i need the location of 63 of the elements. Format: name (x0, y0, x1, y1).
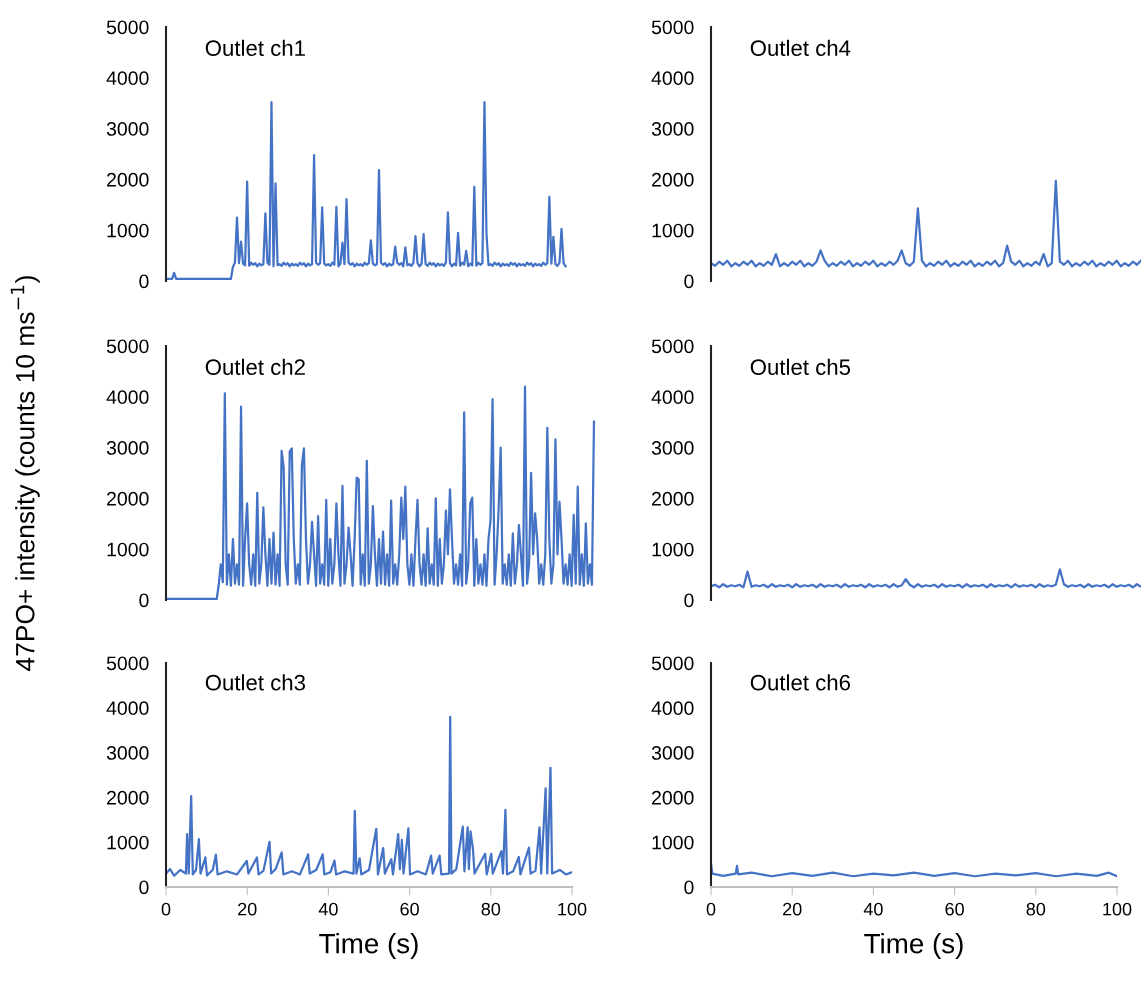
y-tick-label: 2000 (652, 172, 694, 187)
chart-title: Outlet ch6 (750, 674, 851, 691)
x-tick-label: 100 (558, 902, 587, 916)
y-tick-label: 4000 (651, 701, 694, 716)
y-tick-label: 0 (684, 274, 694, 289)
x-tick-label: 80 (481, 902, 501, 916)
y-tick-label: 3000 (106, 441, 149, 455)
y-tick-label: 3000 (651, 441, 694, 455)
x-axis-title: Time (s) (319, 933, 418, 959)
y-tick-label: 4000 (106, 390, 149, 405)
y-tick-label: 4000 (651, 390, 694, 405)
y-tick-label: 1000 (107, 835, 149, 850)
line-series (711, 568, 1141, 589)
chart-title: Outlet ch1 (205, 39, 305, 57)
y-tick-label: 1000 (652, 835, 694, 850)
chart-title: Outlet ch2 (205, 358, 305, 376)
y-tick-label: 5000 (106, 656, 149, 671)
y-tick-label: 3000 (106, 122, 149, 136)
chart-title: Outlet ch5 (750, 358, 851, 376)
y-tick-label: 1000 (107, 542, 149, 557)
chart-title: Outlet ch4 (750, 39, 851, 57)
y-tick-label: 1000 (652, 223, 694, 238)
y-tick-label: 1000 (107, 223, 149, 238)
y-tick-label: 5000 (651, 20, 694, 35)
x-tick-label: 60 (400, 902, 419, 916)
x-tick-label: 0 (706, 902, 716, 916)
y-tick-label: 3000 (106, 746, 149, 760)
x-tick-label: 20 (783, 902, 802, 916)
y-tick-label: 0 (684, 593, 694, 608)
y-tick-label: 5000 (106, 339, 149, 354)
chart-title: Outlet ch3 (205, 674, 306, 691)
y-tick-label: 2000 (107, 790, 149, 805)
x-tick-label: 0 (161, 902, 171, 916)
y-tick-label: 5000 (651, 656, 694, 671)
x-axis-title: Time (s) (864, 933, 963, 959)
x-tick-label: 80 (1026, 902, 1046, 916)
line-series (166, 101, 567, 281)
y-tick-label: 5000 (651, 339, 694, 354)
x-tick-label: 100 (1103, 902, 1132, 916)
y-tick-label: 0 (139, 274, 149, 289)
x-tick-label: 40 (863, 902, 883, 916)
y-tick-label: 0 (139, 880, 149, 895)
y-axis-title: 47PO+ intensity (counts 10 ms$^{−1}$) (10, 276, 40, 671)
y-tick-label: 0 (139, 593, 149, 608)
y-tick-label: 4000 (651, 71, 694, 86)
y-tick-label: 2000 (107, 172, 149, 187)
line-series (711, 179, 1141, 268)
y-tick-label: 1000 (652, 542, 694, 557)
line-series (166, 715, 572, 877)
line-series (166, 385, 596, 600)
y-tick-label: 4000 (106, 701, 149, 716)
y-tick-label: 2000 (652, 491, 694, 506)
y-tick-label: 4000 (106, 71, 149, 86)
x-tick-label: 60 (945, 902, 964, 916)
x-tick-label: 40 (318, 902, 338, 916)
line-series (711, 862, 1117, 878)
y-tick-label: 2000 (652, 790, 694, 805)
y-tick-label: 0 (684, 880, 694, 895)
y-tick-label: 2000 (107, 491, 149, 506)
x-tick-label: 20 (238, 902, 257, 916)
y-tick-label: 3000 (651, 746, 694, 760)
y-tick-label: 3000 (651, 122, 694, 136)
y-tick-label: 5000 (106, 20, 149, 35)
